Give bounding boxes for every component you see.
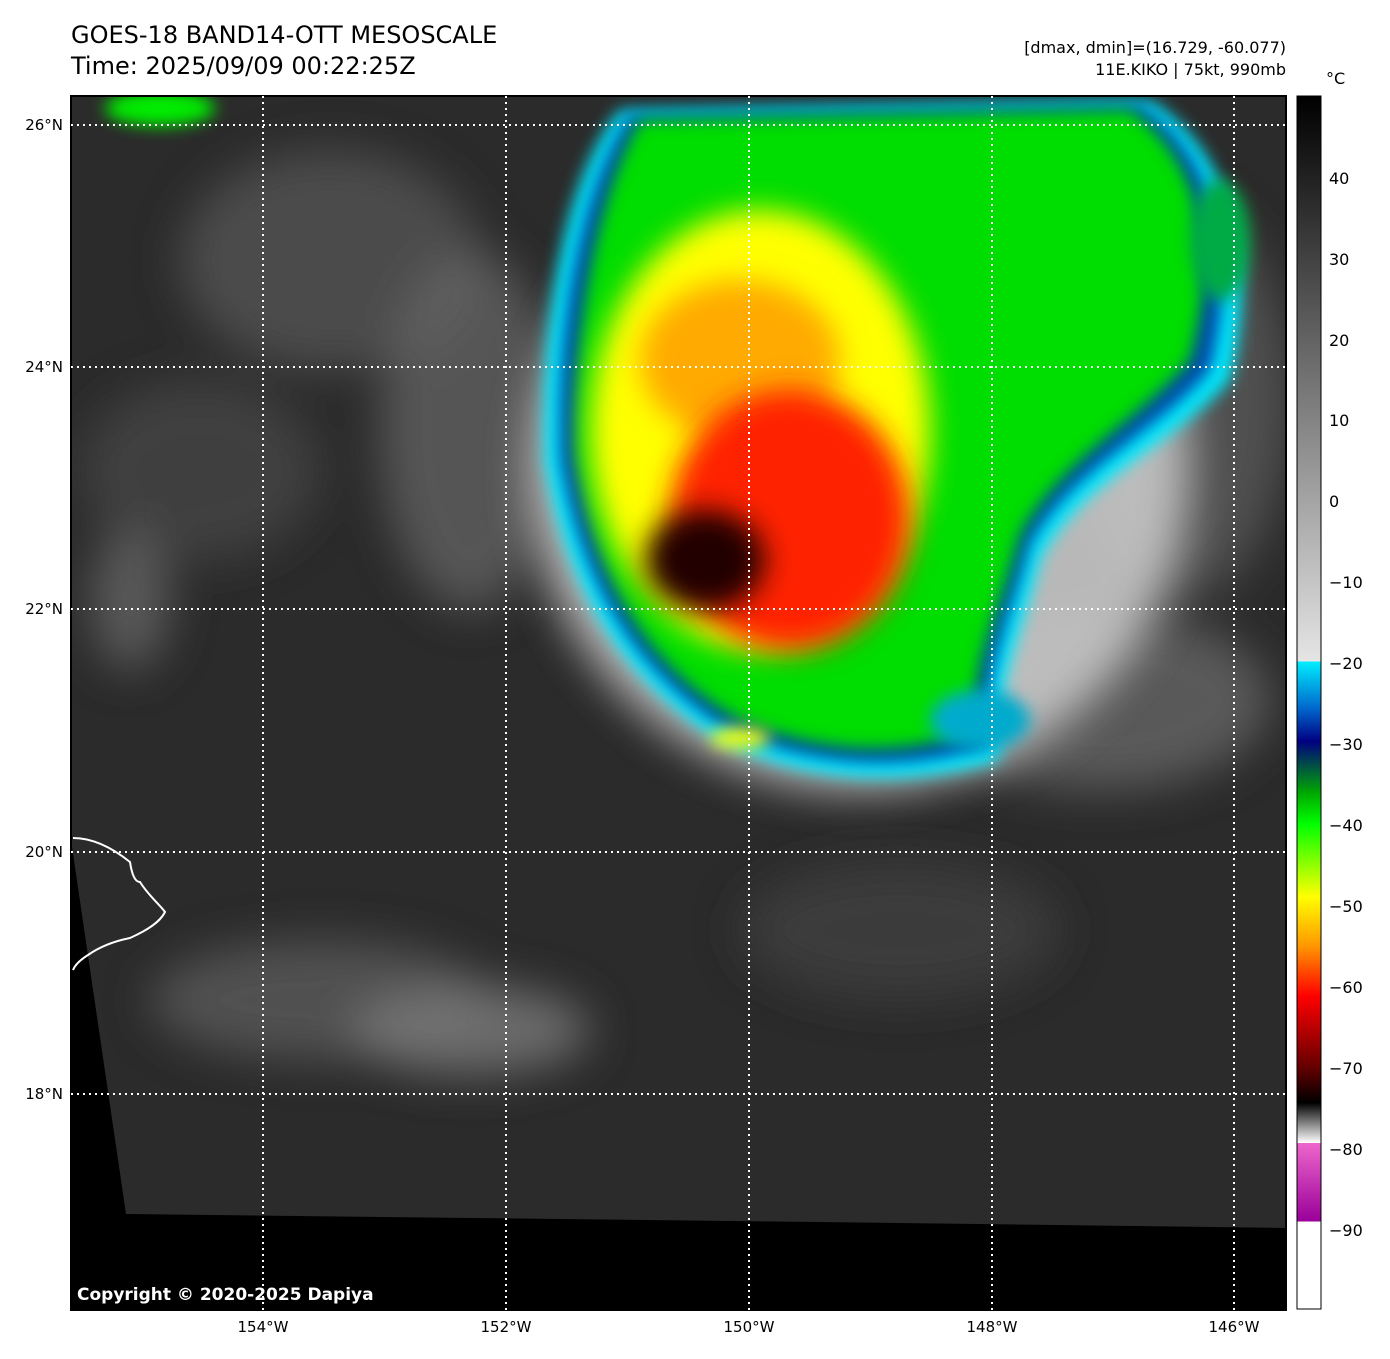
cbar-tick-0: 0 [1329,492,1339,511]
title-line-2: Time: 2025/09/09 00:22:25Z [71,52,416,80]
cbar-tick-30: 30 [1329,250,1349,269]
map-frame [70,95,1287,1311]
lat-label-24n: 24°N [25,358,63,376]
lat-label-18n: 18°N [25,1085,63,1103]
storm-info: 11E.KIKO | 75kt, 990mb [1095,60,1286,79]
cbar-tick-minus40: −40 [1329,816,1363,835]
cbar-tick-minus70: −70 [1329,1059,1363,1078]
graticule [71,96,1286,1310]
dmax-dmin-info: [dmax, dmin]=(16.729, -60.077) [1024,38,1286,57]
cbar-tick-minus30: −30 [1329,735,1363,754]
lon-label-148w: 148°W [967,1318,1018,1336]
cbar-tick-minus80: −80 [1329,1140,1363,1159]
lon-label-150w: 150°W [724,1318,775,1336]
cbar-tick-minus20: −20 [1329,654,1363,673]
cbar-tick-minus10: −10 [1329,573,1363,592]
cbar-tick-20: 20 [1329,331,1349,350]
lat-label-22n: 22°N [25,600,63,618]
lon-label-152w: 152°W [481,1318,532,1336]
cbar-tick-minus90: −90 [1329,1221,1363,1240]
lat-label-26n: 26°N [25,116,63,134]
cbar-tick-minus50: −50 [1329,897,1363,916]
colorbar [1296,95,1322,1310]
colorbar-unit: °C [1326,69,1345,88]
copyright-text: Copyright © 2020-2025 Dapiya [77,1285,374,1305]
cbar-tick-minus60: −60 [1329,978,1363,997]
lon-label-154w: 154°W [238,1318,289,1336]
lat-label-20n: 20°N [25,843,63,861]
lon-label-146w: 146°W [1209,1318,1260,1336]
hawaii-coastline [72,837,167,971]
title-line-1: GOES-18 BAND14-OTT MESOSCALE [71,21,498,49]
storm-cloud-tops [530,100,1242,790]
satellite-image [71,96,1286,1310]
cbar-tick-40: 40 [1329,169,1349,188]
colorbar-ticks: 40 30 20 10 0 −10 −20 −30 −40 −50 −60 −7… [1329,169,1363,1240]
cbar-tick-10: 10 [1329,411,1349,430]
